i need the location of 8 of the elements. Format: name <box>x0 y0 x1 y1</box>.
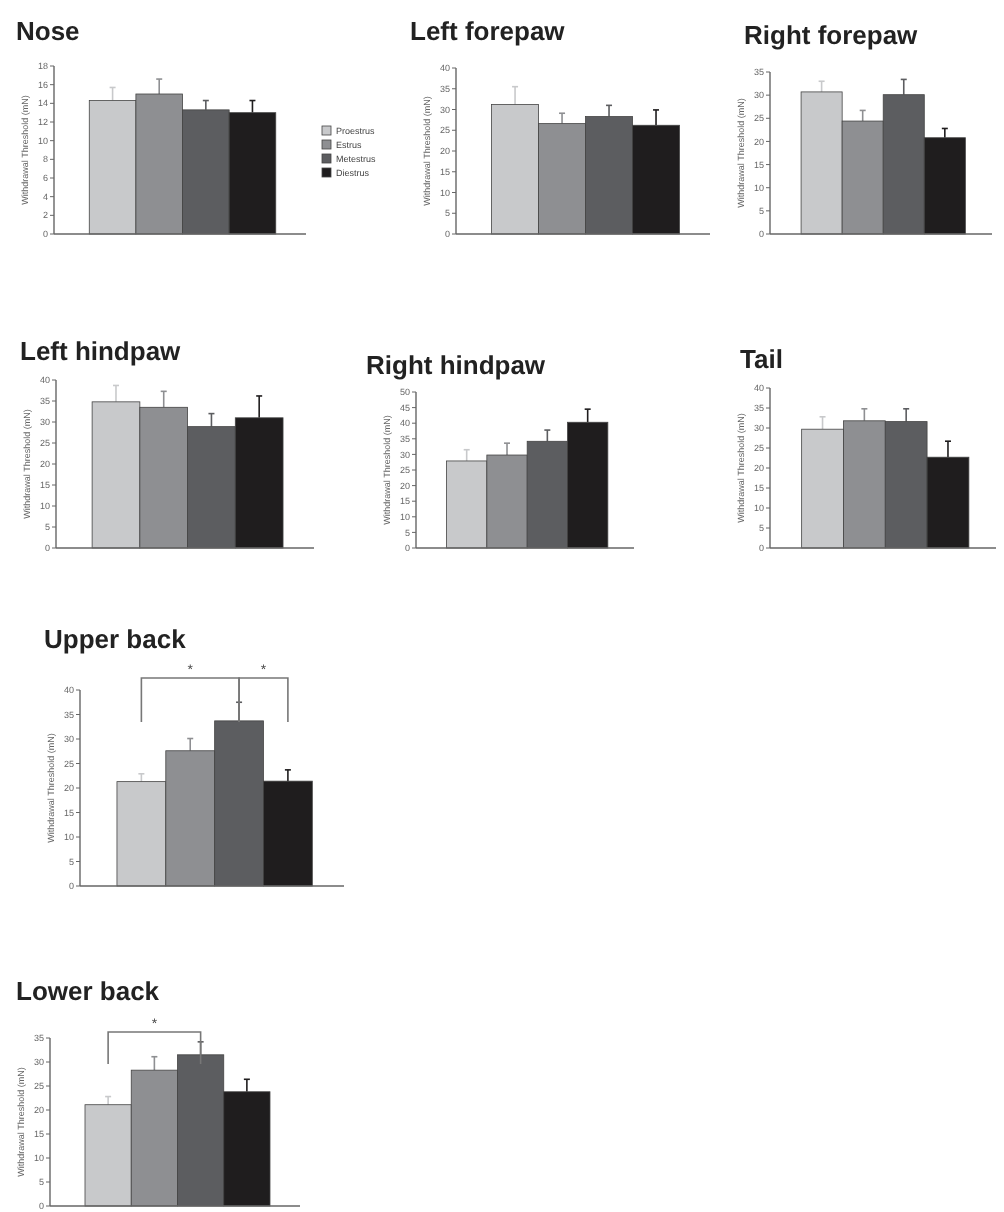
chart-title: Right forepaw <box>744 20 920 50</box>
chart-title: Left forepaw <box>410 16 567 46</box>
chart-title: Lower back <box>16 976 161 1006</box>
chart-title: Tail <box>740 344 783 374</box>
chart-title: Right hindpaw <box>366 350 547 380</box>
chart-title: Left hindpaw <box>20 336 183 366</box>
chart-title: Upper back <box>44 624 188 654</box>
chart-title: Nose <box>16 16 80 46</box>
